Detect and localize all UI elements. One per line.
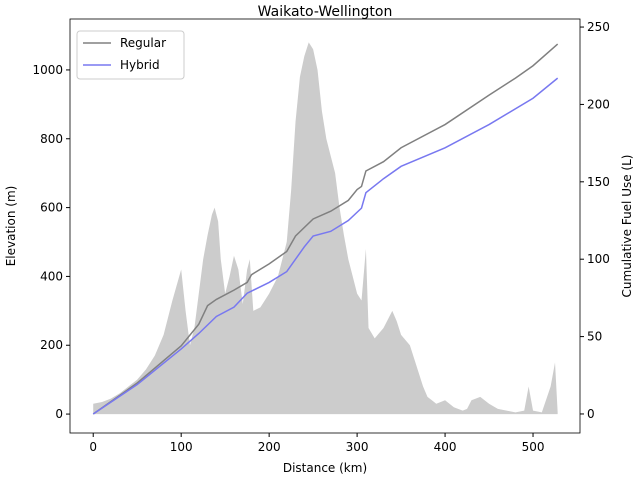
x-tick-label: 100 (170, 440, 193, 454)
y-tick-label: 600 (40, 201, 63, 215)
y2-tick-label: 100 (587, 252, 610, 266)
y2-tick-label: 250 (587, 20, 610, 34)
fuel-line (92, 43, 559, 415)
y-tick-label: 200 (40, 338, 63, 352)
y2-axis-label: Cumulative Fuel Use (L) (620, 155, 634, 298)
elevation-area (93, 42, 558, 415)
x-tick-label: 200 (258, 440, 281, 454)
x-axis-label: Distance (km) (283, 461, 367, 475)
x-tick-label: 300 (346, 440, 369, 454)
y2-tick-label: 50 (587, 330, 602, 344)
x-tick-label: 500 (522, 440, 545, 454)
y2-tick-label: 200 (587, 97, 610, 111)
y-tick-label: 800 (40, 132, 63, 146)
plot-frame (69, 18, 581, 434)
y-axis-label: Elevation (m) (4, 186, 18, 267)
fuel-line (92, 77, 559, 415)
x-tick-label: 400 (434, 440, 457, 454)
legend-label: Hybrid (120, 58, 160, 72)
y-tick-label: 0 (55, 407, 63, 421)
y2-tick-label: 0 (587, 407, 595, 421)
x-tick-label: 0 (89, 440, 97, 454)
y2-tick-label: 150 (587, 175, 610, 189)
legend-label: Regular (120, 36, 166, 50)
chart-title: Waikato-Wellington (258, 4, 393, 20)
y-tick-label: 1000 (32, 63, 63, 77)
y-tick-label: 400 (40, 269, 63, 283)
